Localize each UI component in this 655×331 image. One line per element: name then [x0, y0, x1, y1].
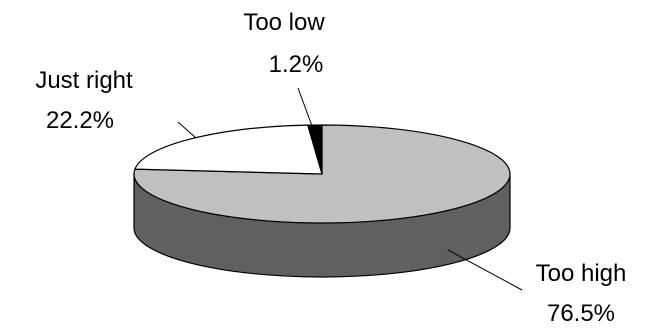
pie-slice-just-right: [134, 124, 323, 175]
pie-top: [133, 124, 511, 224]
slice-label-too-low: Too low: [243, 9, 325, 36]
pie-slice-too-low: [307, 124, 323, 175]
slice-label-just-right: Just right: [35, 67, 133, 94]
slice-value-too-low: 1.2%: [269, 51, 324, 78]
leader-too-high: [447, 249, 523, 291]
slice-label-too-high: Too high: [536, 260, 627, 287]
slice-value-just-right: 22.2%: [46, 107, 114, 134]
slice-value-too-high: 76.5%: [547, 300, 615, 327]
leader-just-right: [177, 121, 197, 139]
leader-lines: [177, 87, 523, 291]
leader-too-low: [297, 87, 313, 127]
